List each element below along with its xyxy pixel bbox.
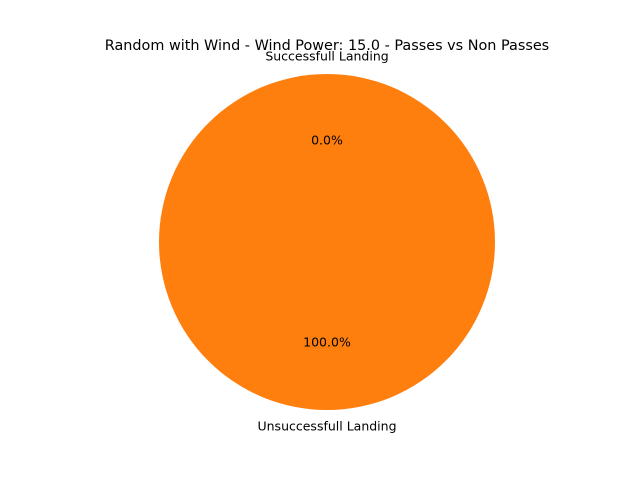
pie-slices [159,74,495,410]
slice-percent-label: 100.0% [303,334,351,349]
slice-category-label: Successfull Landing [265,49,388,64]
pie-labels: Successfull Landing 0.0% Unsuccessfull Lan… [257,49,396,434]
slice-category-label: Unsuccessfull Landing [257,418,396,433]
slice-percent-label: 0.0% [311,133,343,148]
pie-slice [159,74,495,410]
chart-title: Random with Wind - Wind Power: 15.0 - Pa… [105,38,549,54]
